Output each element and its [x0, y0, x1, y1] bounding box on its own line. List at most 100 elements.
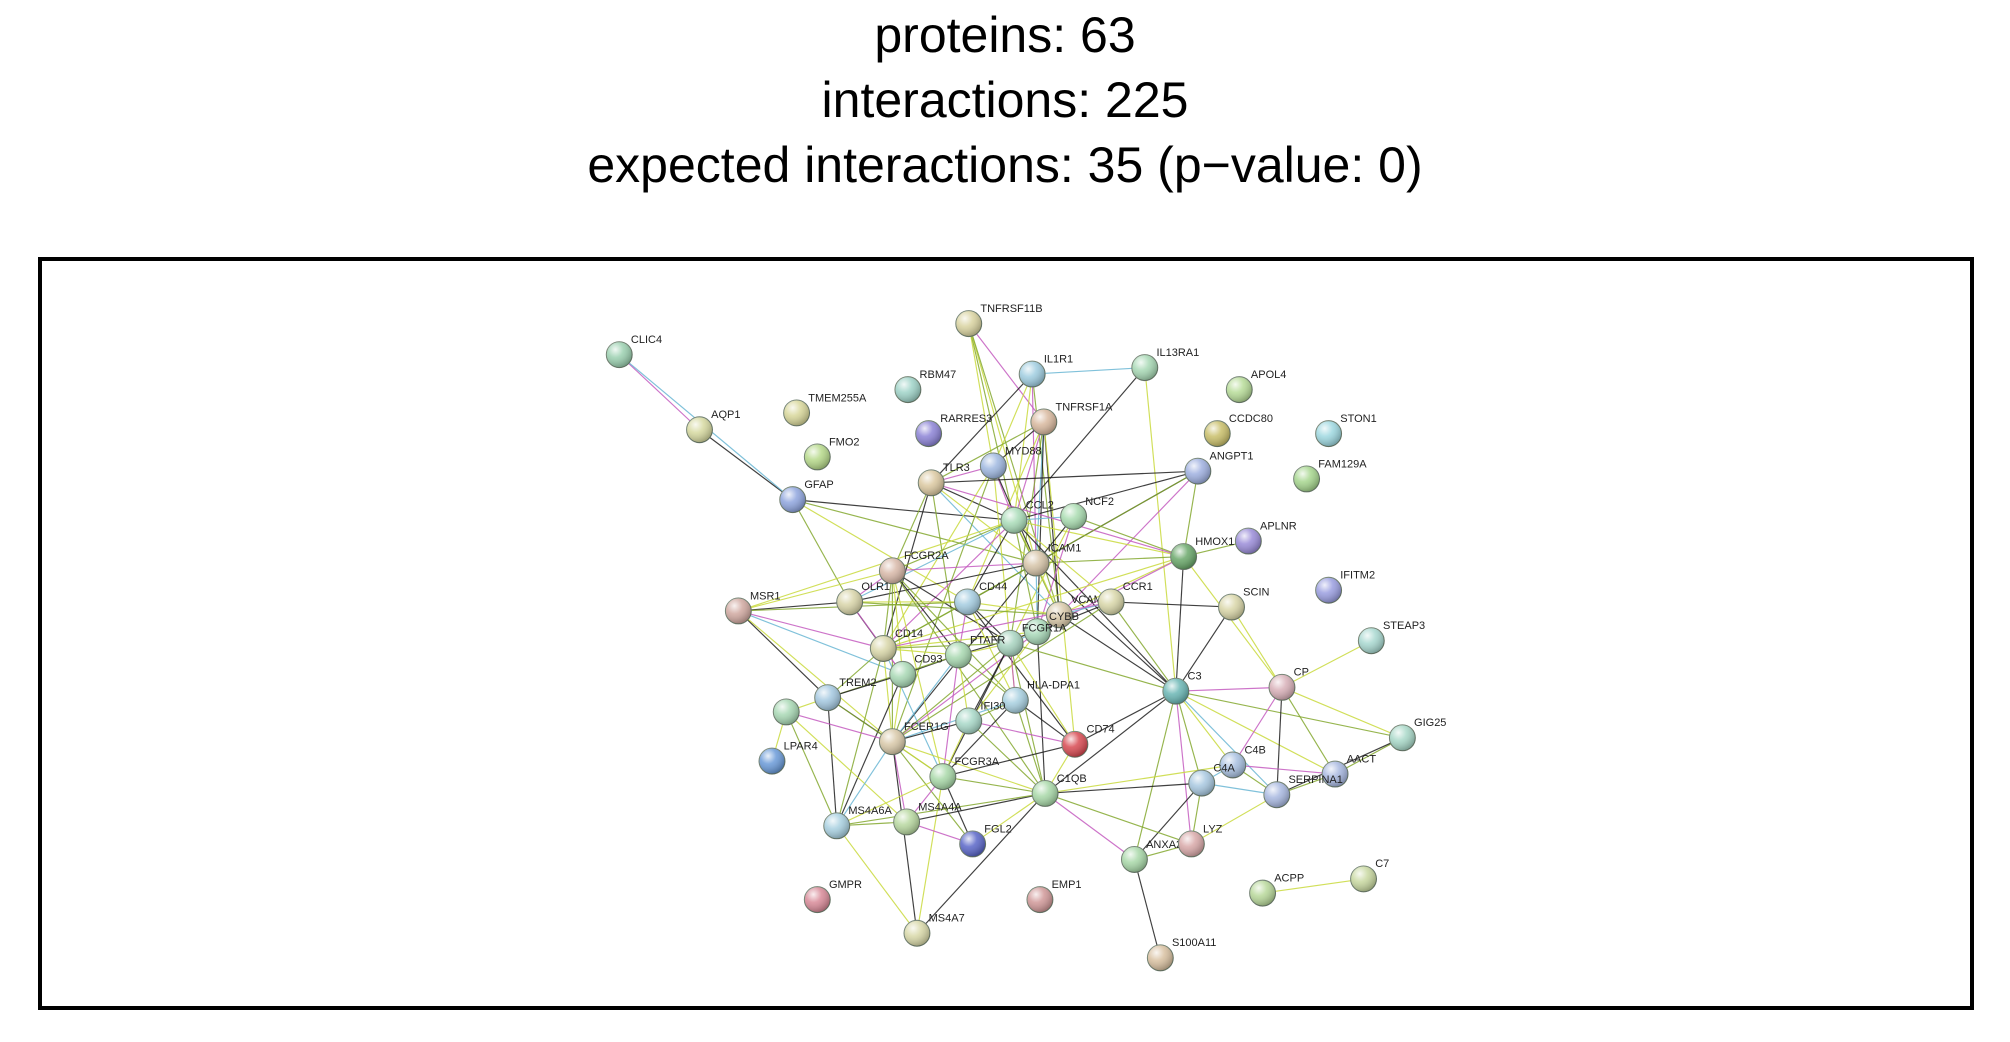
- node-ANXA2[interactable]: ANXA2: [1120, 839, 1182, 873]
- edge-HMOX1-CP: [1183, 556, 1283, 688]
- node-SERPINA1[interactable]: SERPINA1: [1263, 774, 1343, 809]
- node-CD44[interactable]: CD44: [954, 581, 1008, 616]
- node-shine: [1023, 550, 1050, 577]
- node-LYZ[interactable]: LYZ: [1177, 823, 1223, 858]
- node-C4B[interactable]: C4B: [1219, 744, 1266, 779]
- node-NCF2[interactable]: NCF2: [1060, 496, 1114, 530]
- node-label: S100A11: [1172, 937, 1216, 949]
- node-label: CD74: [1087, 724, 1115, 736]
- node-IL13RA1[interactable]: IL13RA1: [1131, 347, 1199, 382]
- edge-CP-C4B: [1232, 687, 1283, 766]
- node-label: CYBB: [1049, 611, 1079, 623]
- node-MS4A6A[interactable]: MS4A6A: [823, 805, 893, 840]
- edge-FCER1G-MS4A4A: [891, 741, 908, 823]
- node-OLR1[interactable]: OLR1: [836, 581, 890, 616]
- node-label: C4A: [1213, 762, 1235, 774]
- edge-ANGPT1-VCAM1: [1058, 470, 1199, 616]
- node-C7[interactable]: C7: [1350, 858, 1390, 893]
- node-CP[interactable]: CP: [1268, 667, 1309, 701]
- node-TMEM255A[interactable]: TMEM255A: [783, 392, 867, 427]
- node-TREM2[interactable]: TREM2: [814, 677, 877, 712]
- node-shine: [1060, 503, 1087, 530]
- node-GMPR[interactable]: GMPR: [803, 879, 862, 914]
- node-C1QB[interactable]: C1QB: [1031, 773, 1087, 807]
- node-APLNR[interactable]: APLNR: [1234, 520, 1297, 555]
- expected-interactions: expected interactions: 35 (p−value: 0): [587, 137, 1423, 193]
- node-MSR1[interactable]: MSR1: [724, 590, 781, 625]
- edge-C3-CP: [1175, 686, 1283, 692]
- node-label: CD44: [979, 581, 1007, 593]
- node-ICAM1[interactable]: ICAM1: [1022, 542, 1081, 577]
- edge-HLA-DPA1-FCGR3A: [942, 699, 1016, 778]
- node-FMO2[interactable]: FMO2: [803, 436, 860, 471]
- node-STEAP3[interactable]: STEAP3: [1357, 620, 1425, 655]
- node-shine: [1002, 687, 1029, 714]
- node-FCGR2A[interactable]: FCGR2A: [878, 550, 949, 585]
- node-FAM129A[interactable]: FAM129A: [1293, 458, 1368, 493]
- node-CD93[interactable]: CD93: [889, 654, 943, 688]
- node-ANGPT1[interactable]: ANGPT1: [1184, 451, 1254, 485]
- edge-CCL2-FCGR2A: [892, 519, 1015, 572]
- node-label: C4B: [1244, 744, 1265, 756]
- edge-ANGPT1-HMOX1: [1183, 471, 1199, 557]
- node-shine: [894, 376, 921, 403]
- edge-TLR3-ICAM1: [930, 482, 1037, 564]
- edge-ICAM1-OLR1: [849, 562, 1037, 603]
- node-FCGR3A[interactable]: FCGR3A: [929, 756, 1000, 791]
- node-IFI30[interactable]: IFI30: [955, 700, 1006, 735]
- node-ACPP[interactable]: ACPP: [1249, 872, 1305, 907]
- node-CLIC4[interactable]: CLIC4: [605, 334, 662, 369]
- node-shine: [1188, 770, 1215, 797]
- edge-CD74-FCGR3A: [942, 743, 1076, 778]
- node-label: TREM2: [839, 677, 876, 689]
- node-C3[interactable]: C3: [1162, 671, 1202, 705]
- node-CD74[interactable]: CD74: [1061, 724, 1115, 758]
- node-IFITM2[interactable]: IFITM2: [1315, 570, 1375, 604]
- node-RBM47[interactable]: RBM47: [894, 369, 956, 404]
- node-CCDC80[interactable]: CCDC80: [1203, 413, 1273, 448]
- node-AACT[interactable]: AACT: [1321, 753, 1376, 788]
- edge-ICAM1-HMOX1: [1036, 556, 1184, 564]
- node-CCR1[interactable]: CCR1: [1097, 581, 1153, 616]
- node-HLA-DPA1[interactable]: HLA-DPA1: [1001, 680, 1080, 714]
- node-MS4A4A[interactable]: MS4A4A: [893, 801, 963, 836]
- node-IL1R1[interactable]: IL1R1: [1018, 353, 1073, 388]
- node-GIG25[interactable]: GIG25: [1388, 717, 1446, 752]
- node-label: C1QB: [1057, 773, 1087, 785]
- node-AQP1[interactable]: AQP1: [686, 409, 741, 444]
- node-HMOX1[interactable]: HMOX1: [1170, 536, 1235, 571]
- node-shine: [954, 588, 981, 615]
- node-FCGR1A[interactable]: FCGR1A: [996, 623, 1067, 657]
- node-TNFRSF11B[interactable]: TNFRSF11B: [955, 303, 1043, 338]
- edge-C3-SERPINA1: [1175, 690, 1278, 796]
- node-CCL2[interactable]: CCL2: [1000, 500, 1054, 534]
- edge-TLR3-HMOX1: [931, 482, 1184, 558]
- node-label: MS4A6A: [848, 805, 892, 817]
- node-CYBB[interactable]: CYBB: [1023, 611, 1079, 646]
- edge-TNFRSF11B-TNFRSF1A: [968, 323, 1045, 423]
- node-APOL4[interactable]: APOL4: [1225, 369, 1286, 404]
- node-MYD88[interactable]: MYD88: [979, 445, 1042, 480]
- node-FGL2[interactable]: FGL2: [959, 823, 1012, 858]
- node-LPAR4[interactable]: LPAR4: [758, 740, 818, 775]
- node-S100A11[interactable]: S100A11: [1146, 937, 1216, 972]
- node-GFAP[interactable]: GFAP: [779, 479, 834, 514]
- node-TREM2b[interactable]: [772, 698, 800, 726]
- node-SCIN[interactable]: SCIN: [1218, 586, 1270, 621]
- node-CD14[interactable]: CD14: [869, 628, 923, 662]
- edge-GFAP-CD44: [792, 499, 968, 603]
- edge-CCR1-SCIN: [1111, 601, 1232, 608]
- node-shine: [980, 453, 1007, 479]
- node-TLR3[interactable]: TLR3: [917, 462, 970, 497]
- node-TNFRSF1A[interactable]: TNFRSF1A: [1030, 401, 1113, 436]
- node-STON1[interactable]: STON1: [1315, 413, 1377, 448]
- node-RARRES3[interactable]: RARRES3: [915, 413, 993, 448]
- edge-FCGR2A-C1QB: [891, 570, 1046, 794]
- node-EMP1[interactable]: EMP1: [1026, 879, 1082, 914]
- node-FCER1G[interactable]: FCER1G: [878, 721, 949, 756]
- node-C4A[interactable]: C4A: [1188, 762, 1236, 797]
- node-label: CD93: [914, 654, 942, 666]
- node-PTAFR[interactable]: PTAFR: [944, 634, 1005, 669]
- node-MS4A7[interactable]: MS4A7: [903, 913, 965, 947]
